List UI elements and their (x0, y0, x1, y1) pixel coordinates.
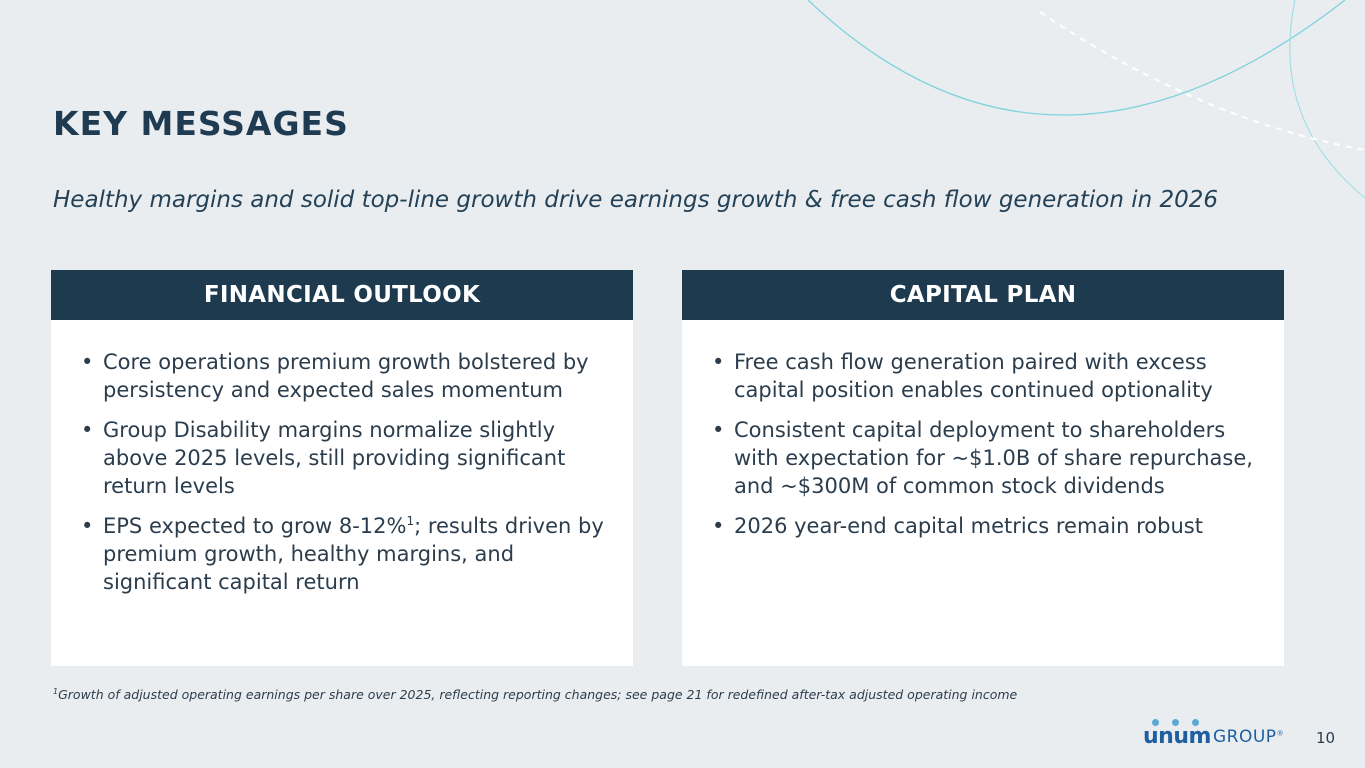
financial-outlook-panel: FINANCIAL OUTLOOK • Core operations prem… (51, 270, 633, 666)
bullet-text-start: EPS expected to grow 8-12% (103, 514, 407, 538)
page-title: KEY MESSAGES (53, 104, 349, 143)
bullet-text: Consistent capital deployment to shareho… (734, 418, 1253, 498)
footnote-text: Growth of adjusted operating earnings pe… (58, 687, 1018, 702)
unum-group-logo: unum GROUP® (1143, 719, 1285, 749)
bullet-icon: • (81, 350, 94, 374)
page-number: 10 (1316, 729, 1336, 747)
financial-outlook-list: • Core operations premium growth bolster… (51, 320, 633, 596)
logo-wordmark: unum (1143, 724, 1211, 749)
footnote: 1Growth of adjusted operating earnings p… (53, 687, 1017, 702)
bullet-text: Group Disability margins normalize sligh… (103, 418, 566, 498)
list-item: • Free cash flow generation paired with … (712, 348, 1264, 404)
capital-plan-list: • Free cash flow generation paired with … (682, 320, 1284, 540)
bullet-text-end: ; results driven by premium growth, heal… (103, 514, 604, 594)
footnote-ref: 1 (406, 514, 415, 528)
list-item: • Group Disability margins normalize sli… (81, 416, 613, 500)
bullet-icon: • (712, 514, 725, 538)
list-item: • 2026 year-end capital metrics remain r… (712, 512, 1264, 540)
bullet-text: Core operations premium growth bolstered… (103, 350, 589, 402)
bullet-icon: • (712, 350, 725, 374)
bullet-icon: • (81, 418, 94, 442)
logo-dots-icon (1152, 719, 1204, 727)
logo-group-text: GROUP® (1213, 727, 1285, 747)
footnote-marker: 1 (53, 686, 59, 696)
page-subtitle: Healthy margins and solid top-line growt… (53, 187, 1219, 213)
financial-outlook-heading: FINANCIAL OUTLOOK (51, 270, 633, 320)
bullet-icon: • (81, 514, 94, 538)
capital-plan-heading: CAPITAL PLAN (682, 270, 1284, 320)
bullet-text: Free cash flow generation paired with ex… (734, 350, 1213, 402)
capital-plan-panel: CAPITAL PLAN • Free cash flow generation… (682, 270, 1284, 666)
list-item: • Consistent capital deployment to share… (712, 416, 1264, 500)
bullet-text: 2026 year-end capital metrics remain rob… (734, 514, 1203, 538)
list-item: • EPS expected to grow 8-12%1; results d… (81, 512, 613, 596)
bullet-icon: • (712, 418, 725, 442)
list-item: • Core operations premium growth bolster… (81, 348, 613, 404)
